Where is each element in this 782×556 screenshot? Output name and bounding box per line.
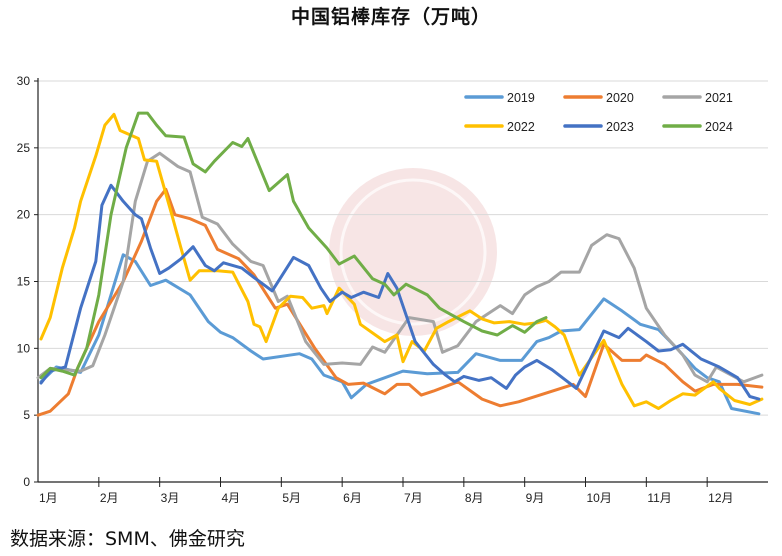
- legend-label-2024: 2024: [705, 120, 733, 134]
- series-lines: [36, 111, 764, 417]
- watermark-ring: [339, 178, 487, 326]
- series-line-2022: [39, 112, 764, 410]
- y-tick-label: 20: [17, 208, 31, 222]
- axes: 0 5 10 15 20 25 30 1月 2月 3月 4月 5月 6月 7月 8月 9月 10月 11月 12月: [17, 74, 768, 505]
- y-tick-label: 15: [17, 275, 31, 289]
- series-line-2023: [39, 183, 761, 401]
- legend-label-2020: 2020: [606, 91, 634, 105]
- series-line-2019: [39, 253, 761, 416]
- chart-title: 中国铝棒库存（万吨）: [290, 6, 491, 28]
- x-tick-label: 4月: [222, 491, 241, 505]
- legend: 2019 2020 2021 2022 2023 2024: [464, 91, 733, 134]
- series-line-2020: [36, 187, 764, 417]
- y-tick-label: 0: [23, 475, 30, 489]
- x-tick-label: 3月: [161, 491, 180, 505]
- y-tick-label: 10: [17, 341, 31, 355]
- y-tick-label: 30: [17, 74, 31, 88]
- x-tick-label: 11月: [647, 491, 671, 505]
- x-tick-label: 10月: [587, 491, 612, 505]
- legend-label-2022: 2022: [507, 120, 535, 134]
- source-note: 数据来源：SMM、佛金研究: [10, 528, 245, 550]
- x-tick-label: 2月: [100, 491, 119, 505]
- legend-label-2023: 2023: [606, 120, 634, 134]
- y-tick-label: 25: [17, 141, 31, 155]
- x-tick-label: 12月: [708, 491, 733, 505]
- series-line-2024: [39, 111, 548, 380]
- y-tick-label: 5: [23, 408, 30, 422]
- x-tick-label: 7月: [404, 491, 423, 505]
- x-tick-label: 6月: [343, 491, 362, 505]
- x-tick-label: 1月: [39, 491, 58, 505]
- legend-label-2021: 2021: [705, 91, 733, 105]
- x-tick-label: 5月: [282, 491, 301, 505]
- x-tick-label: 9月: [526, 491, 545, 505]
- x-tick-label: 8月: [465, 491, 484, 505]
- gridlines: [38, 80, 768, 416]
- legend-label-2019: 2019: [507, 91, 535, 105]
